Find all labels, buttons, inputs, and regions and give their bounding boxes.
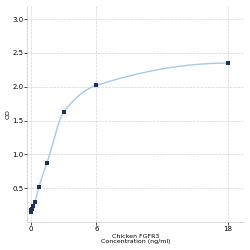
Y-axis label: OD: OD — [6, 109, 10, 119]
X-axis label: Chicken FGFR3
Concentration (ng/ml): Chicken FGFR3 Concentration (ng/ml) — [101, 234, 171, 244]
